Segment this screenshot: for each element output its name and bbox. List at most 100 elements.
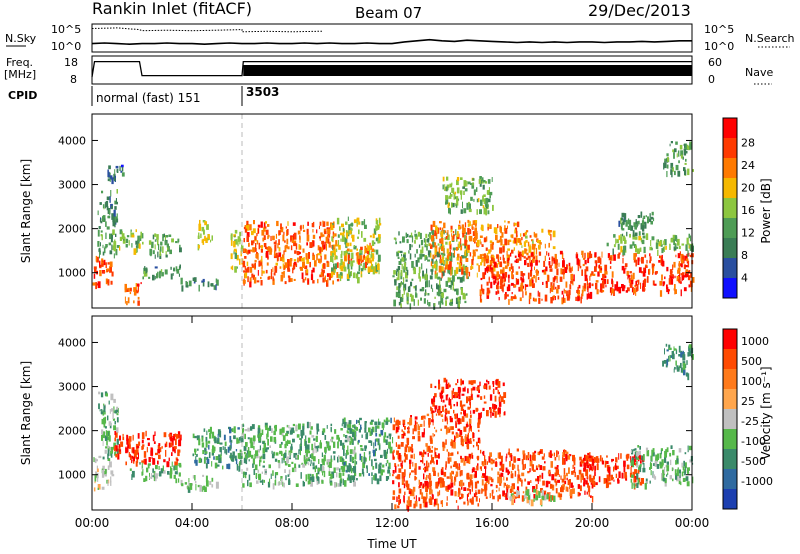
range-cell — [566, 264, 568, 270]
range-cell — [514, 255, 517, 258]
range-cell — [292, 438, 295, 443]
range-cell — [253, 277, 257, 284]
range-cell — [618, 220, 621, 227]
range-cell — [363, 456, 366, 464]
range-cell — [205, 237, 208, 243]
range-cell — [178, 439, 182, 447]
range-cell — [674, 284, 676, 291]
range-cell — [586, 491, 588, 495]
range-cell — [642, 232, 645, 235]
range-cell — [436, 455, 439, 458]
range-cell — [631, 474, 634, 478]
range-cell — [671, 274, 674, 277]
range-cell — [489, 266, 492, 272]
range-cell — [455, 267, 459, 274]
range-cell — [447, 484, 450, 490]
range-cell — [157, 271, 159, 278]
range-cell — [336, 467, 339, 471]
range-cell — [561, 485, 564, 493]
range-cell — [427, 250, 431, 256]
range-cell — [378, 468, 381, 474]
range-cell — [414, 463, 417, 469]
range-cell — [512, 240, 515, 244]
range-cell — [342, 227, 345, 232]
range-cell — [316, 480, 319, 485]
range-cell — [598, 264, 601, 269]
range-cell — [678, 278, 680, 282]
range-cell — [380, 430, 384, 436]
range-cell — [615, 238, 617, 245]
range-cell — [175, 434, 179, 439]
range-cell — [387, 466, 390, 470]
range-cell — [469, 498, 472, 503]
colorbar-frame — [722, 328, 738, 510]
range-cell — [417, 425, 421, 431]
range-cell — [204, 221, 207, 226]
range-cell — [321, 458, 325, 463]
range-cell — [148, 240, 152, 245]
range-cell — [516, 448, 519, 452]
range-cell — [417, 231, 421, 237]
range-cell — [137, 296, 140, 300]
range-cell — [167, 471, 170, 475]
range-cell — [448, 428, 451, 433]
range-cell — [435, 254, 437, 258]
range-cell — [523, 241, 527, 247]
range-cell — [461, 494, 464, 498]
range-cell — [684, 144, 686, 148]
range-cell — [288, 480, 291, 485]
range-cell — [372, 466, 375, 470]
range-cell — [573, 459, 575, 464]
range-cell — [118, 451, 122, 455]
range-cell — [309, 476, 313, 481]
range-cell — [423, 420, 425, 427]
range-cell — [361, 259, 364, 262]
range-cell — [241, 427, 244, 435]
range-cell — [621, 284, 624, 289]
range-cell — [529, 235, 532, 238]
range-cell — [101, 472, 105, 478]
range-cell — [306, 234, 310, 242]
range-cell — [491, 467, 493, 471]
range-cell — [517, 238, 521, 243]
range-cell — [524, 260, 527, 266]
range-cell — [502, 254, 504, 261]
range-cell — [339, 266, 342, 270]
range-cell — [480, 277, 483, 281]
range-cell — [397, 453, 399, 459]
range-cell — [419, 482, 423, 486]
range-cell — [676, 469, 679, 476]
range-cell — [516, 486, 520, 493]
range-cell — [394, 463, 397, 467]
range-cell — [511, 249, 514, 254]
range-cell — [410, 232, 413, 237]
range-cell — [427, 452, 429, 457]
range-cell — [437, 503, 439, 511]
range-cell — [446, 234, 450, 241]
range-cell — [482, 489, 485, 492]
range-cell — [661, 459, 664, 466]
range-cell — [257, 270, 259, 276]
range-cell — [419, 276, 421, 282]
range-cell — [462, 482, 465, 486]
range-cell — [455, 383, 458, 386]
range-cell — [441, 227, 444, 234]
range-cell — [494, 395, 497, 402]
range-cell — [544, 498, 547, 501]
range-cell — [230, 253, 233, 260]
range-cell — [525, 463, 526, 469]
range-cell — [388, 433, 392, 437]
range-cell — [460, 193, 462, 200]
range-cell — [592, 273, 596, 276]
range-cell — [405, 271, 408, 279]
range-cell — [511, 234, 514, 239]
range-cell — [419, 288, 423, 292]
range-cell — [493, 261, 497, 268]
range-cell — [618, 471, 621, 479]
range-cell — [371, 426, 375, 433]
range-cell — [487, 210, 490, 215]
range-cell — [485, 255, 489, 259]
range-cell — [418, 485, 420, 489]
range-cell — [595, 280, 599, 283]
range-cell — [435, 452, 437, 457]
